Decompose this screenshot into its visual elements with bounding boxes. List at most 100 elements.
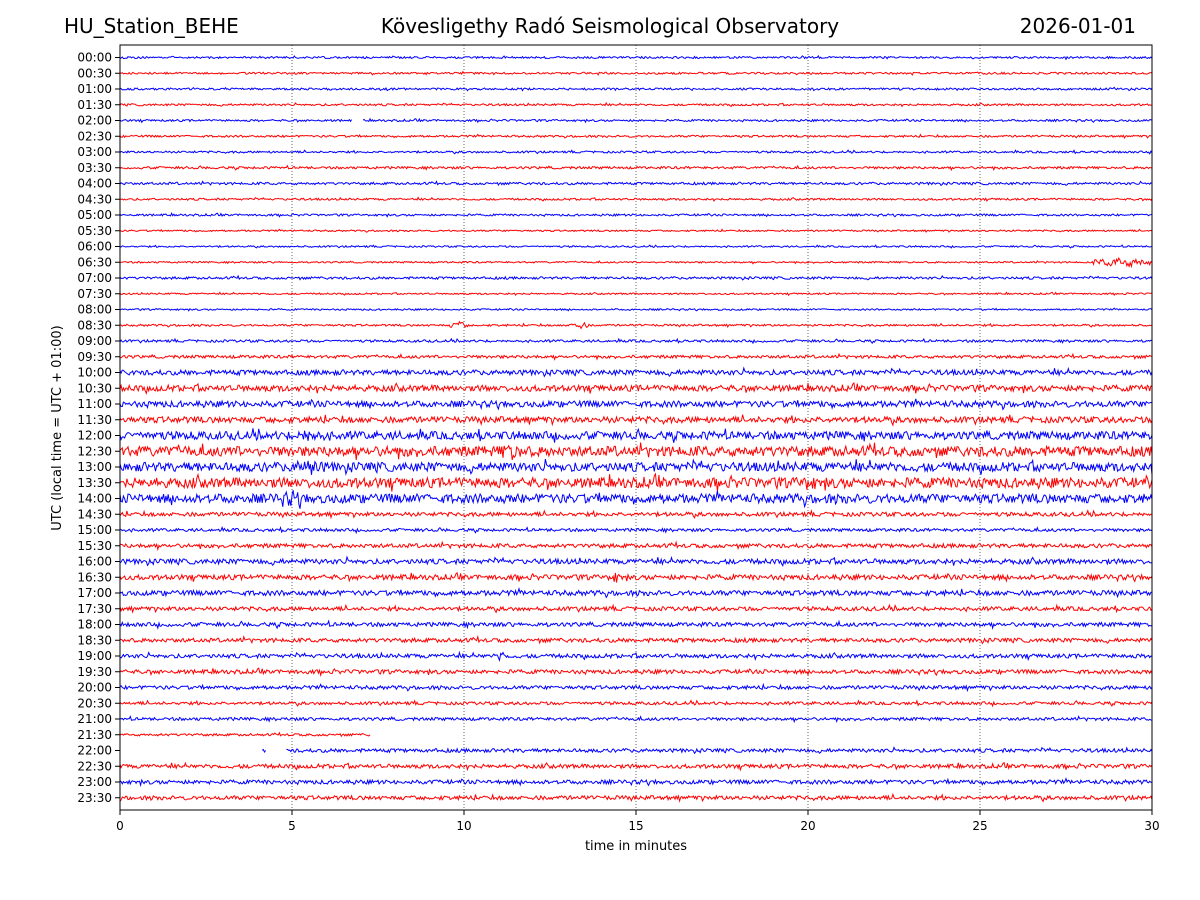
trace-1630 [119,571,1153,583]
x-tick-label: 5 [288,819,296,833]
trace-0230 [119,133,1153,139]
x-tick-label: 25 [972,819,987,833]
y-tick-label: 09:00 [77,334,112,348]
y-tick-label: 12:30 [77,444,112,458]
trace-2100 [119,715,1153,724]
x-axis-label: time in minutes [585,839,687,854]
trace-0700 [119,274,1153,281]
y-tick-label: 11:00 [77,397,112,411]
y-tick-label: 19:30 [77,665,112,679]
y-tick-label: 00:30 [77,66,112,80]
y-tick-label: 19:00 [77,649,112,663]
trace-0200 [119,117,1153,124]
x-tick-label: 20 [800,819,815,833]
trace-2200 [261,746,1153,755]
y-axis-label: UTC (local time = UTC + 01:00) [50,325,65,530]
grid-lines [291,45,981,810]
y-tick-label: 12:00 [77,429,112,443]
y-tick-label: 01:30 [77,98,112,112]
trace-0300 [119,149,1153,155]
y-tick-label: 18:00 [77,618,112,632]
trace-2130 [119,731,371,738]
y-tick-label: 22:00 [77,744,112,758]
trace-0630 [119,257,1153,269]
y-tick-label: 14:30 [77,507,112,521]
trace-0800 [119,307,1153,312]
trace-1500 [119,526,1153,535]
trace-0400 [119,180,1153,187]
y-tick-label: 06:00 [77,240,112,254]
trace-1400 [119,490,1153,509]
trace-0600 [119,244,1152,249]
y-tick-label: 23:00 [77,775,112,789]
y-tick-label: 08:00 [77,303,112,317]
trace-2230 [119,761,1153,772]
x-tick-label: 10 [456,819,471,833]
y-tick-label: 15:30 [77,539,112,553]
y-tick-label: 04:30 [77,192,112,206]
y-tick-label: 09:30 [77,350,112,364]
trace-1730 [119,603,1153,614]
trace-2330 [119,792,1153,803]
trace-0100 [119,86,1153,92]
y-tick-label: 00:00 [77,51,112,65]
trace-1230 [119,442,1153,461]
trace-0730 [119,291,1153,297]
y-tick-label: 02:30 [77,129,112,143]
y-tick-label: 07:30 [77,287,112,301]
trace-1900 [119,650,1153,663]
y-tick-label: 07:00 [77,271,112,285]
trace-0530 [119,228,1153,233]
y-tick-label: 23:30 [77,791,112,805]
trace-0430 [119,196,1153,203]
y-tick-label: 20:30 [77,696,112,710]
y-tick-label: 06:30 [77,255,112,269]
trace-0030 [119,70,1153,76]
y-tick-label: 08:30 [77,318,112,332]
y-tick-label: 04:00 [77,177,112,191]
seismic-traces [119,54,1153,803]
chart-title: Kövesligethy Radó Seismological Observat… [380,14,840,38]
trace-0900 [119,337,1153,345]
x-axis-ticks: 0 5 10 15 20 25 30 [116,810,1160,833]
x-tick-label: 15 [628,819,643,833]
x-tick-label: 30 [1144,819,1159,833]
y-tick-label: 15:00 [77,523,112,537]
trace-1130 [119,414,1153,427]
trace-1530 [119,540,1153,552]
trace-0000 [119,54,1153,61]
y-tick-label: 17:00 [77,586,112,600]
trace-0330 [119,164,1153,172]
trace-2000 [119,682,1153,693]
trace-1600 [119,555,1153,567]
y-tick-label: 21:30 [77,728,112,742]
y-tick-label: 01:00 [77,82,112,96]
y-tick-label: 10:00 [77,366,112,380]
y-tick-label: 05:00 [77,208,112,222]
y-tick-label: 03:00 [77,145,112,159]
trace-1700 [119,586,1153,599]
y-tick-label: 14:00 [77,492,112,506]
trace-2300 [119,777,1153,788]
trace-1030 [119,381,1153,395]
station-name: HU_Station_BEHE [64,14,239,38]
y-tick-label: 05:30 [77,224,112,238]
trace-1930 [119,667,1153,678]
trace-0500 [119,212,1153,218]
y-tick-label: 22:30 [77,759,112,773]
trace-0830 [119,320,1153,330]
y-tick-label: 17:30 [77,602,112,616]
trace-1200 [119,427,1153,443]
trace-1430 [119,508,1153,520]
trace-1330 [119,472,1153,492]
y-tick-label: 16:00 [77,555,112,569]
trace-1830 [119,634,1153,645]
trace-0930 [119,352,1153,361]
trace-1800 [119,619,1153,630]
trace-1300 [119,458,1153,476]
y-tick-label: 16:30 [77,570,112,584]
y-tick-label: 13:30 [77,476,112,490]
y-tick-label: 20:00 [77,681,112,695]
